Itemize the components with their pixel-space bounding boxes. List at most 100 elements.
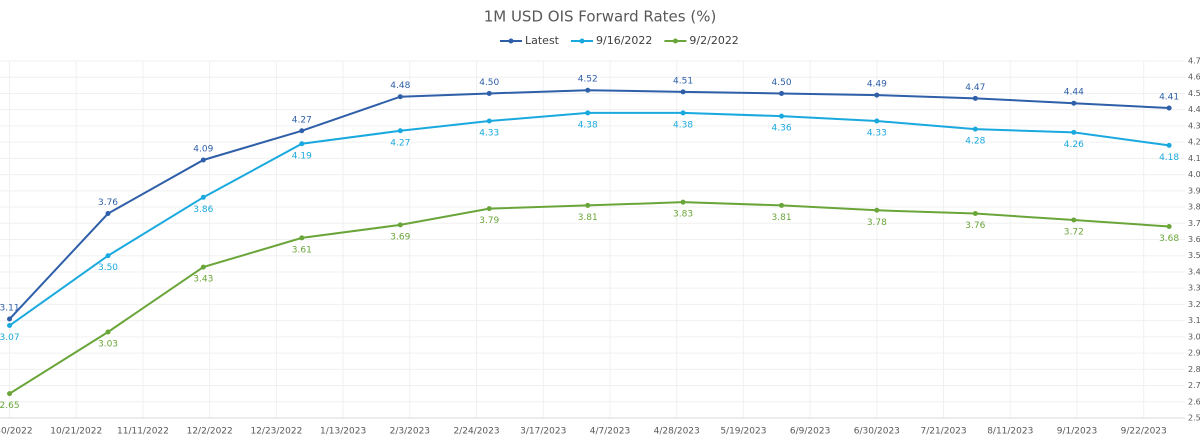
x-tick-label: 4/7/2023 — [590, 427, 630, 437]
x-tick-label: 9/1/2023 — [1057, 427, 1097, 437]
x-tick-label: 10/21/2022 — [50, 427, 102, 437]
y-tick-label: 4.3 — [1188, 121, 1200, 130]
y-tick-label: 4.6 — [1188, 73, 1200, 82]
data-label: 3.61 — [292, 245, 312, 255]
data-label: 3.81 — [578, 213, 598, 223]
y-tick-label: 4.7 — [1188, 57, 1200, 66]
x-tick-label: 1/13/2023 — [320, 427, 366, 437]
data-point — [486, 206, 492, 212]
data-label: 3.50 — [98, 263, 118, 273]
legend-marker — [672, 38, 678, 44]
legend-label: 9/16/2022 — [596, 34, 652, 47]
y-tick-label: 4.5 — [1188, 89, 1200, 98]
data-label: 4.36 — [772, 124, 792, 134]
data-label: 3.72 — [1064, 228, 1084, 238]
data-label: 3.03 — [98, 339, 118, 349]
x-tick-label: 3/17/2023 — [520, 427, 566, 437]
y-tick-label: 3.4 — [1188, 267, 1200, 276]
data-label: 4.19 — [292, 151, 312, 161]
data-label: 3.78 — [867, 218, 887, 228]
data-label: 3.79 — [479, 216, 499, 226]
data-point — [680, 89, 686, 95]
data-label: 3.07 — [0, 333, 20, 343]
x-tick-label: 6/9/2023 — [790, 427, 830, 437]
data-point — [7, 391, 13, 397]
data-point — [397, 222, 403, 228]
data-point — [874, 118, 880, 124]
y-tick-label: 3.7 — [1188, 219, 1200, 228]
x-tick-label: 11/11/2022 — [117, 427, 169, 437]
y-tick-label: 4.0 — [1188, 170, 1200, 179]
data-label: 4.48 — [390, 81, 410, 91]
data-label: 4.38 — [578, 120, 598, 130]
data-point — [874, 92, 880, 98]
data-point — [7, 316, 13, 322]
data-label: 3.43 — [193, 275, 213, 285]
data-label: 3.81 — [772, 213, 792, 223]
y-tick-label: 3.6 — [1188, 235, 1200, 244]
data-point — [585, 202, 591, 208]
data-point — [299, 128, 305, 134]
data-point — [299, 141, 305, 147]
data-label: 4.49 — [867, 80, 887, 90]
data-label: 4.52 — [578, 75, 598, 85]
data-point — [200, 157, 206, 163]
data-point — [7, 323, 13, 329]
data-point — [874, 207, 880, 213]
y-tick-label: 3.0 — [1188, 332, 1200, 341]
legend-label: 9/2/2022 — [689, 34, 738, 47]
data-point — [972, 95, 978, 101]
data-point — [486, 90, 492, 96]
y-tick-label: 3.2 — [1188, 300, 1200, 309]
data-point — [200, 264, 206, 270]
data-point — [105, 211, 111, 217]
y-tick-label: 4.2 — [1188, 138, 1200, 147]
data-label: 4.26 — [1064, 140, 1084, 150]
y-tick-label: 2.8 — [1188, 365, 1200, 374]
data-label: 3.83 — [673, 210, 693, 220]
data-label: 4.47 — [965, 83, 985, 93]
data-point — [105, 329, 111, 335]
data-label: 4.41 — [1159, 93, 1179, 103]
data-label: 3.11 — [0, 304, 20, 314]
series-line — [9, 201, 1170, 395]
y-tick-label: 2.7 — [1188, 381, 1200, 390]
x-tick-label: 4/28/2023 — [654, 427, 700, 437]
x-tick-label: 5/19/2023 — [720, 427, 766, 437]
y-tick-label: 3.3 — [1188, 284, 1200, 293]
data-point — [397, 94, 403, 100]
data-point — [486, 118, 492, 124]
chart-title: 1M USD OIS Forward Rates (%) — [484, 8, 717, 26]
data-label: 3.76 — [98, 198, 118, 208]
data-point — [585, 87, 591, 93]
data-point — [972, 126, 978, 132]
data-point — [779, 202, 785, 208]
data-label: 3.86 — [193, 205, 213, 215]
x-tick-label: 8/11/2023 — [987, 427, 1033, 437]
legend-marker — [579, 38, 585, 44]
data-point — [299, 235, 305, 241]
data-label: 3.69 — [390, 232, 410, 242]
x-tick-label: 2/3/2023 — [390, 427, 430, 437]
y-tick-label: 3.5 — [1188, 251, 1200, 260]
data-point — [779, 113, 785, 119]
data-label: 4.33 — [479, 129, 499, 139]
y-tick-label: 3.1 — [1188, 316, 1200, 325]
y-tick-label: 2.9 — [1188, 349, 1200, 358]
data-point — [680, 110, 686, 116]
y-tick-label: 2.5 — [1188, 414, 1200, 423]
data-label: 4.18 — [1159, 153, 1179, 163]
data-label: 4.28 — [965, 137, 985, 147]
x-tick-label: 9/22/2023 — [1121, 427, 1167, 437]
data-point — [680, 199, 686, 205]
data-point — [972, 211, 978, 217]
data-label: 4.51 — [673, 76, 693, 86]
x-tick-label: 2/24/2023 — [453, 427, 499, 437]
data-label: 4.44 — [1064, 88, 1084, 98]
x-tick-label: 9/30/2022 — [0, 427, 33, 437]
legend-marker — [508, 38, 514, 44]
data-label: 4.50 — [479, 78, 499, 88]
data-label: 3.68 — [1159, 234, 1179, 244]
y-tick-label: 4.1 — [1188, 154, 1200, 163]
